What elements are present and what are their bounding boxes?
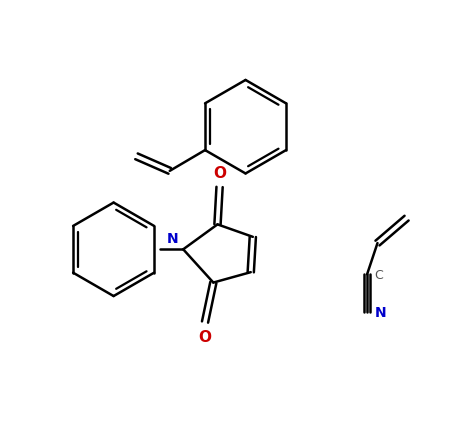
Text: C: C (374, 268, 383, 281)
Text: O: O (213, 165, 226, 180)
Text: O: O (199, 329, 212, 344)
Text: N: N (166, 232, 178, 246)
Text: N: N (374, 305, 386, 319)
